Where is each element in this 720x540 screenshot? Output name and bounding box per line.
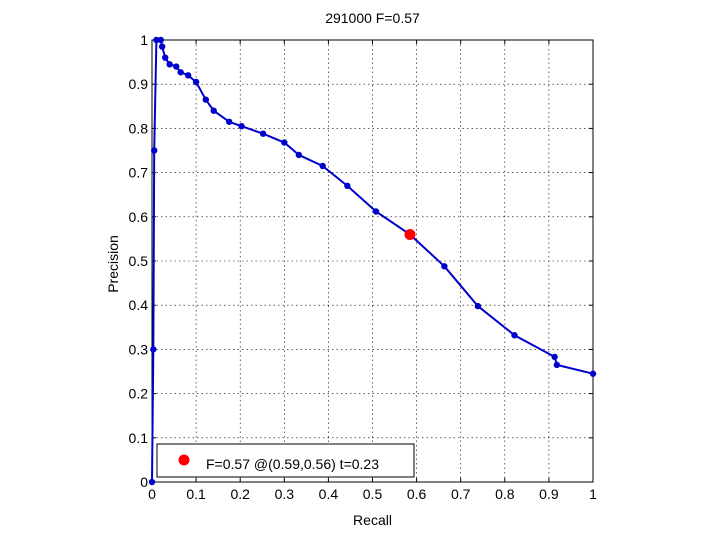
pr-curve-point <box>210 107 217 114</box>
legend-marker <box>178 454 190 466</box>
pr-curve-point <box>151 147 158 154</box>
legend-label: F=0.57 @(0.59,0.56) t=0.23 <box>206 456 379 472</box>
legend: F=0.57 @(0.59,0.56) t=0.23 <box>156 443 415 478</box>
pr-curve-point <box>158 43 166 50</box>
x-tick-label: 0 <box>148 486 156 502</box>
pr-curve-point <box>259 130 267 137</box>
pr-curve-point <box>153 36 160 44</box>
pr-curve-point <box>157 36 165 44</box>
pr-curve-point <box>295 151 303 159</box>
pr-curve-point <box>148 478 156 486</box>
y-tick-label: 0.9 <box>129 76 149 92</box>
pr-curve-point <box>184 72 192 79</box>
pr-curve-point <box>553 361 561 369</box>
y-tick-label: 0.7 <box>129 165 149 181</box>
x-tick-label: 0.4 <box>319 486 339 502</box>
y-tick-label: 0.4 <box>129 297 149 313</box>
x-axis-label: Recall <box>353 512 392 528</box>
y-axis-label: Precision <box>105 235 121 293</box>
pr-curve-point <box>511 332 518 339</box>
pr-curve-point <box>551 353 558 361</box>
chart-title: 291000 F=0.57 <box>325 10 420 26</box>
pr-curve-point <box>441 263 448 270</box>
series-group <box>148 36 597 486</box>
y-tick-label: 1 <box>140 32 148 48</box>
grid <box>152 40 593 482</box>
pr-curve-point <box>372 208 380 215</box>
axis-ticks: 0 0.1 0.2 0.3 0.4 0.5 0.6 0.7 0.8 0.9 1 0 0.1 0.2 0.3 0… <box>129 32 598 502</box>
x-tick-label: 0.2 <box>230 486 250 502</box>
y-tick-label: 0.6 <box>129 209 149 225</box>
x-tick-label: 0.9 <box>539 486 559 502</box>
y-tick-label: 0.3 <box>129 341 149 357</box>
x-tick-label: 0.5 <box>363 486 383 502</box>
pr-curve-point <box>177 69 184 76</box>
y-tick-label: 0 <box>140 474 148 490</box>
best-f-point <box>404 228 416 240</box>
pr-curve-point <box>238 122 245 130</box>
y-tick-label: 0.1 <box>129 430 149 446</box>
x-tick-label: 1 <box>589 486 597 502</box>
pr-curve-point <box>162 54 169 61</box>
x-tick-label: 0.1 <box>186 486 206 502</box>
pr-curve-point <box>281 139 288 146</box>
y-tick-label: 0.8 <box>129 120 149 136</box>
pr-curve-point <box>474 302 482 310</box>
pr-curve-point <box>150 346 157 353</box>
pr-curve-point <box>344 182 351 190</box>
pr-curve-point <box>173 63 180 70</box>
pr-curve-point <box>319 162 326 170</box>
y-tick-label: 0.5 <box>129 253 149 269</box>
legend-box <box>156 443 415 478</box>
pr-curve-point <box>192 78 200 86</box>
pr-curve-point <box>589 370 597 377</box>
pr-curve-point <box>225 118 233 125</box>
x-tick-label: 0.8 <box>495 486 515 502</box>
x-tick-label: 0.6 <box>407 486 427 502</box>
pr-curve-point <box>202 96 210 103</box>
x-tick-label: 0.7 <box>451 486 471 502</box>
x-tick-label: 0.3 <box>275 486 295 502</box>
pr-curve-point <box>166 61 173 68</box>
y-tick-label: 0.2 <box>129 386 149 402</box>
